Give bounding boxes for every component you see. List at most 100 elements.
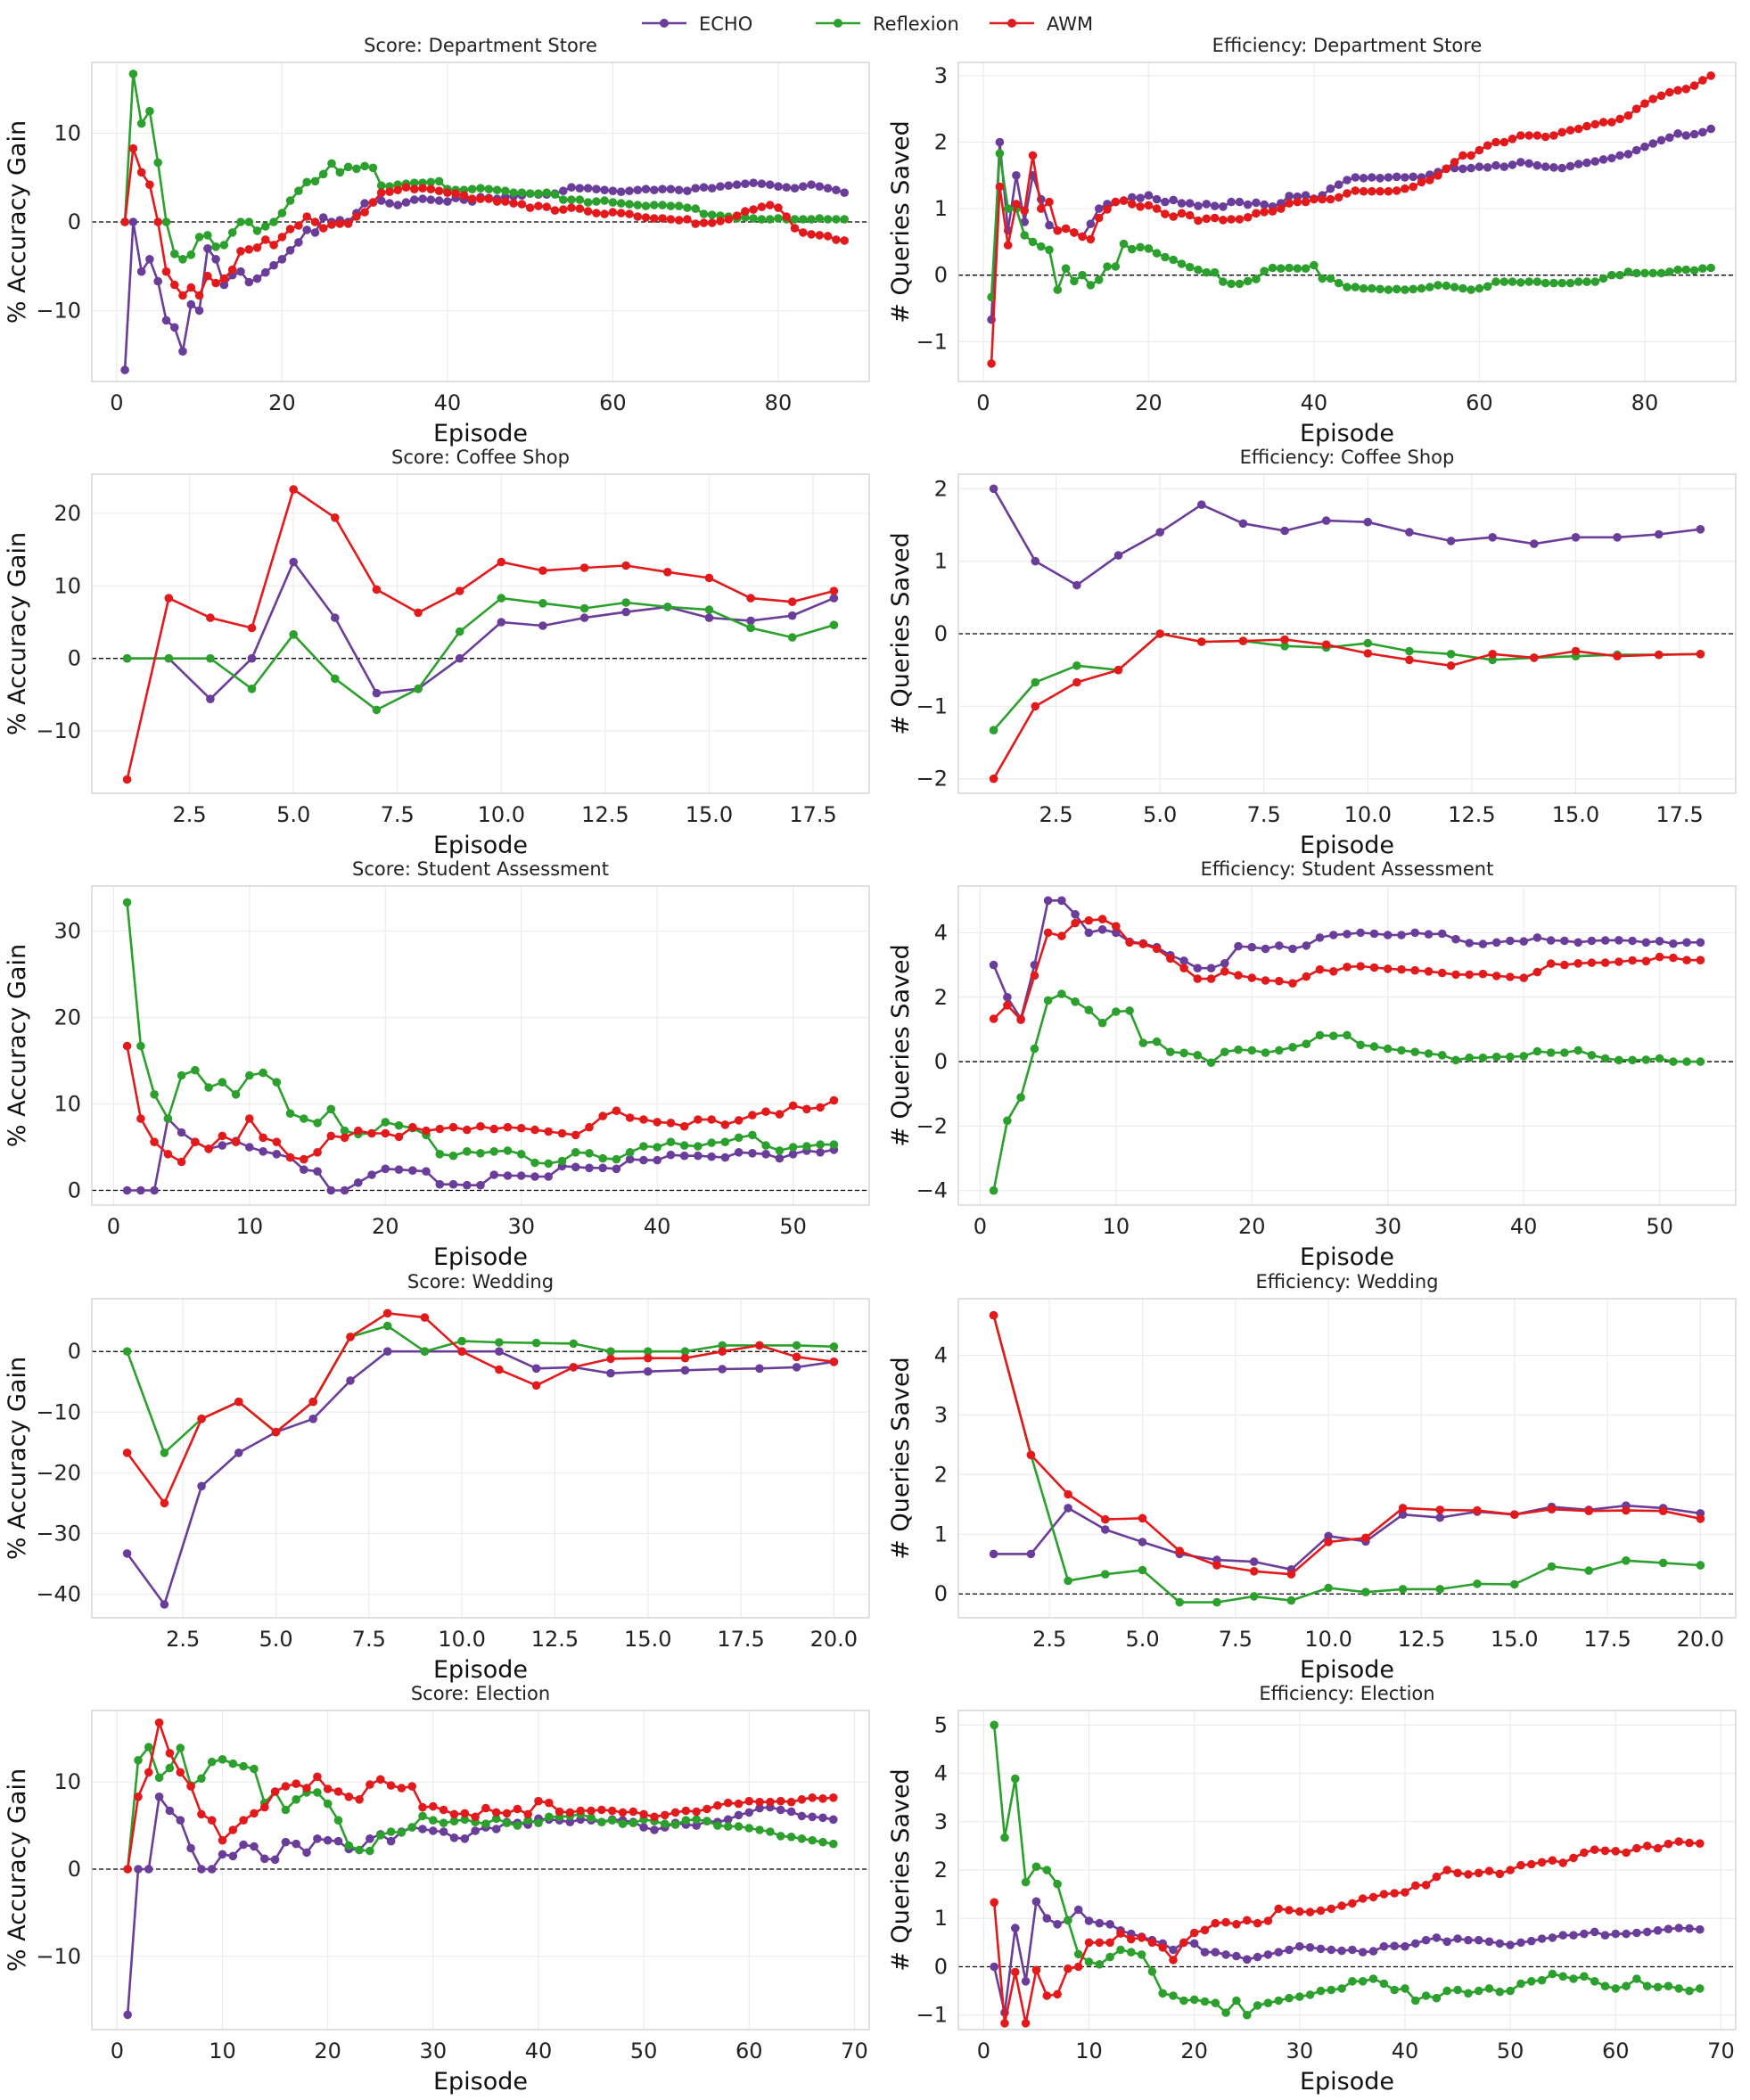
data-point [434, 176, 444, 186]
data-point [497, 557, 506, 567]
data-point [247, 685, 257, 693]
data-point [1138, 939, 1148, 948]
data-point [1238, 519, 1248, 529]
data-point [1696, 1924, 1705, 1934]
data-point [1348, 1977, 1357, 1986]
data-point [1113, 665, 1123, 675]
data-point [1175, 1546, 1184, 1555]
x-tick-label: 10 [236, 1214, 264, 1239]
data-point [422, 1126, 431, 1136]
data-point [1530, 653, 1539, 662]
data-point [1020, 231, 1029, 240]
data-point [680, 1353, 690, 1363]
data-point [989, 726, 998, 734]
series-echo [989, 896, 1705, 1023]
data-point [1243, 200, 1253, 209]
data-point [1451, 1055, 1460, 1065]
data-point [1072, 580, 1081, 590]
data-point [1623, 267, 1633, 276]
data-point [1189, 1995, 1199, 2005]
data-point [294, 221, 303, 230]
data-point [1166, 954, 1175, 964]
data-point [1053, 1989, 1062, 1999]
data-point [1673, 129, 1682, 138]
data-point [559, 186, 568, 195]
plot-area [92, 474, 869, 793]
series-reflexion [989, 989, 1705, 1195]
legend-label: Reflexion [873, 13, 959, 35]
x-tick-label: 2.5 [1032, 1627, 1066, 1652]
data-point [1473, 1505, 1482, 1515]
data-point [523, 1809, 532, 1819]
data-point [1516, 131, 1525, 140]
data-point [1453, 1868, 1462, 1878]
data-point [1368, 283, 1376, 293]
data-point [1061, 264, 1071, 274]
data-point [749, 178, 758, 187]
series-awm [122, 485, 839, 784]
data-point [1655, 937, 1664, 946]
data-point [1569, 1853, 1578, 1863]
data-point [1086, 234, 1096, 244]
data-point [1519, 973, 1528, 982]
data-point [995, 137, 1005, 147]
data-point [1464, 1935, 1473, 1945]
data-point [1437, 968, 1447, 978]
data-point [122, 1185, 132, 1195]
data-point [1200, 1997, 1210, 2006]
x-tick-label: 10.0 [1304, 1627, 1352, 1652]
data-point [775, 1146, 785, 1155]
data-point [1488, 533, 1497, 542]
data-point [145, 180, 154, 189]
data-point [401, 198, 411, 207]
series-awm [989, 629, 1705, 783]
data-point [1491, 938, 1501, 947]
data-point [808, 1835, 817, 1845]
data-point [1202, 267, 1212, 277]
data-point [1337, 1946, 1346, 1956]
data-point [497, 594, 506, 603]
data-point [1398, 1585, 1408, 1594]
data-point [618, 1819, 628, 1828]
data-point [557, 1128, 567, 1138]
data-point [326, 1185, 336, 1195]
x-axis-label: Episode [433, 2068, 528, 2096]
data-point [1020, 206, 1029, 216]
data-point [281, 1837, 291, 1847]
data-point [407, 1782, 417, 1791]
data-point [1590, 119, 1600, 129]
data-point [1212, 1597, 1221, 1607]
data-point [1519, 937, 1528, 946]
data-point [569, 1363, 579, 1372]
data-point [219, 274, 229, 283]
data-point [1161, 197, 1170, 207]
x-tick-label: 20 [1135, 390, 1163, 415]
data-point [1590, 1845, 1599, 1854]
data-point [666, 1119, 676, 1128]
data-point [186, 1782, 195, 1791]
data-point [1696, 956, 1705, 964]
data-point [692, 1815, 701, 1825]
data-point [707, 210, 717, 219]
data-point [372, 688, 382, 698]
data-point [1424, 1049, 1434, 1058]
data-point [1379, 1941, 1389, 1951]
data-point [136, 1114, 145, 1123]
y-tick-label: 0 [68, 1339, 81, 1364]
data-point [501, 197, 510, 206]
data-point [1397, 931, 1406, 939]
data-point [1506, 972, 1515, 981]
data-point [1565, 126, 1575, 135]
data-point [1409, 172, 1417, 182]
data-point [755, 1803, 764, 1813]
data-point [310, 176, 320, 186]
series-reflexion [989, 1310, 1705, 1607]
data-point [565, 1817, 575, 1826]
data-point [1031, 1862, 1041, 1871]
data-point [1642, 1927, 1652, 1937]
data-point [1101, 1525, 1110, 1534]
y-tick-label: 3 [934, 1809, 948, 1834]
data-point [1219, 202, 1228, 211]
data-point [567, 183, 576, 192]
